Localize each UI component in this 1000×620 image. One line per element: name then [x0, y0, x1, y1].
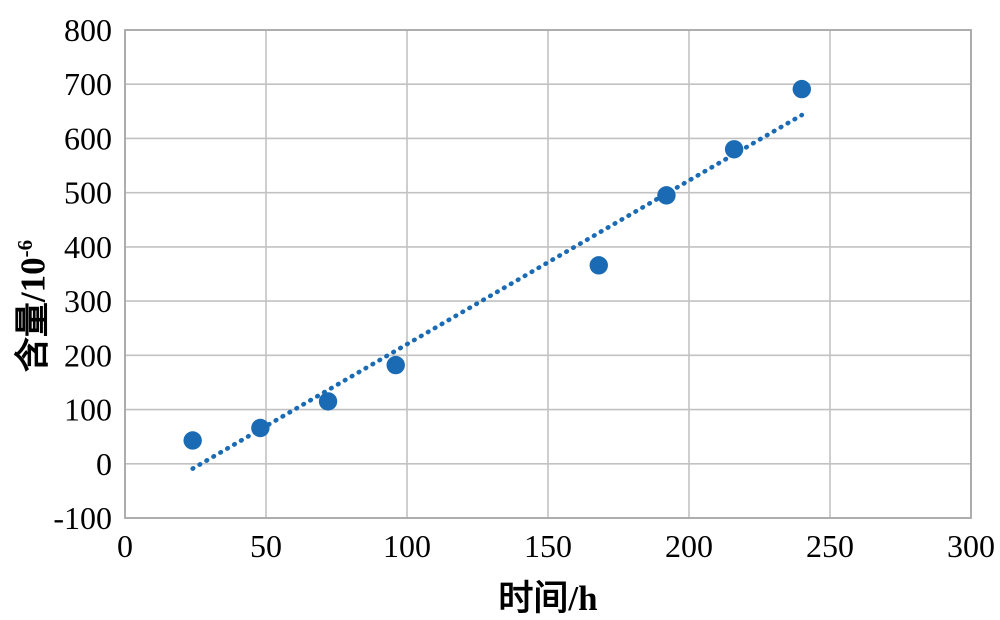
x-tick-label: 150	[524, 528, 572, 564]
y-tick-label: -100	[53, 500, 112, 536]
y-tick-label: 800	[64, 12, 112, 48]
y-tick-label: 700	[64, 66, 112, 102]
y-tick-label: 0	[96, 446, 112, 482]
y-tick-label: 100	[64, 392, 112, 428]
y-axis-title-base: 含量/10	[13, 257, 53, 373]
data-point	[318, 392, 338, 411]
x-tick-label: 0	[117, 528, 133, 564]
plot-border	[124, 29, 972, 519]
y-tick-label: 600	[64, 120, 112, 156]
x-tick-label: 300	[947, 528, 995, 564]
data-point	[657, 186, 676, 205]
y-tick-label: 500	[64, 175, 112, 211]
y-tick-label: 400	[64, 229, 112, 265]
x-axis-title: 时间/h	[498, 579, 598, 618]
data-point	[589, 256, 608, 275]
x-tick-label: 200	[665, 528, 713, 564]
data-point	[183, 431, 202, 450]
trendline	[190, 112, 805, 471]
y-axis-title-exponent: -6	[12, 239, 37, 258]
x-tick-label: 250	[806, 528, 854, 564]
y-tick-label: 200	[64, 337, 112, 373]
x-tick-label: 100	[383, 528, 431, 564]
data-point	[792, 79, 811, 99]
x-tick-label: 50	[250, 528, 282, 564]
y-axis-title: 含量/10-6	[5, 240, 56, 372]
y-tick-label: 300	[64, 283, 112, 319]
data-point	[724, 140, 744, 159]
data-point	[251, 418, 270, 438]
data-point	[386, 355, 405, 375]
